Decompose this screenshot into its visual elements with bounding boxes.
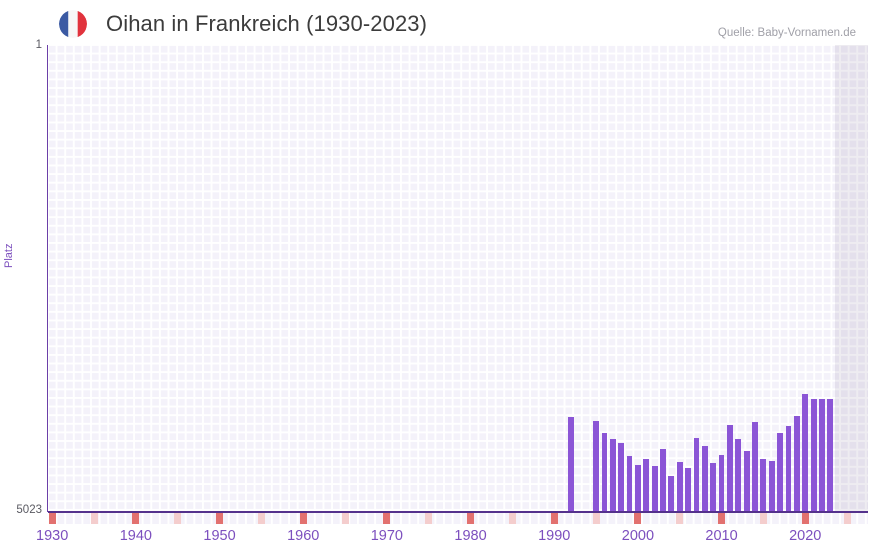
bar[interactable] xyxy=(660,448,666,512)
x-axis-label-1970: 1970 xyxy=(370,528,404,544)
bar[interactable] xyxy=(785,425,792,512)
x-axis-tick-2000 xyxy=(634,513,642,524)
x-axis-tick-1935 xyxy=(90,513,98,524)
x-axis-tick-1950 xyxy=(216,513,224,524)
y-axis-label-top: 1 xyxy=(35,39,42,51)
bar[interactable] xyxy=(710,463,717,512)
bar[interactable] xyxy=(634,465,641,512)
x-axis-tick-2025 xyxy=(843,513,851,524)
bar[interactable] xyxy=(693,437,700,512)
y-axis-title: Platz xyxy=(3,243,15,268)
bar[interactable] xyxy=(609,438,616,512)
x-axis-tick-1990 xyxy=(550,513,558,524)
bar[interactable] xyxy=(718,455,725,512)
bar[interactable] xyxy=(793,416,800,512)
bar[interactable] xyxy=(685,468,692,512)
bar[interactable] xyxy=(819,399,825,512)
bar[interactable] xyxy=(668,476,675,512)
x-axis-tick-1945 xyxy=(174,513,182,524)
x-axis-label-1980: 1980 xyxy=(454,528,487,544)
chart-title: Oihan in Frankreich (1930-2023) xyxy=(106,11,428,36)
bar[interactable] xyxy=(827,399,834,512)
bar[interactable] xyxy=(643,459,650,512)
plot-area xyxy=(48,45,868,512)
x-axis-line xyxy=(48,511,868,513)
x-axis-tick-1980 xyxy=(467,513,475,524)
x-axis-tick-1975 xyxy=(425,513,433,524)
x-axis-tick-1995 xyxy=(592,513,600,524)
france-flag-icon xyxy=(59,10,87,38)
x-axis-label-2010: 2010 xyxy=(705,528,738,544)
x-axis-tick-2020 xyxy=(801,513,809,524)
bar[interactable] xyxy=(676,462,683,512)
x-axis-label-1960: 1960 xyxy=(287,528,320,544)
tick-strip-grid xyxy=(48,513,868,524)
x-axis-tick-2005 xyxy=(676,513,684,524)
x-axis-label-1930: 1930 xyxy=(36,528,69,544)
x-axis-label-1950: 1950 xyxy=(203,528,236,544)
bar[interactable] xyxy=(768,461,775,512)
x-axis-label-2020: 2020 xyxy=(789,528,822,544)
bar[interactable] xyxy=(568,417,574,512)
bar[interactable] xyxy=(593,420,599,512)
x-axis-tick-1965 xyxy=(341,513,349,524)
bar[interactable] xyxy=(651,465,658,512)
y-axis-label-bottom: 5023 xyxy=(16,504,42,516)
bar[interactable] xyxy=(601,433,608,512)
bar[interactable] xyxy=(735,439,742,512)
source-attribution: Quelle: Baby-Vornamen.de xyxy=(717,27,856,39)
x-axis-tick-2015 xyxy=(759,513,767,524)
x-axis-tick-1970 xyxy=(383,513,391,524)
x-axis-tick-1940 xyxy=(132,513,140,524)
x-axis-tick-1930 xyxy=(48,513,56,524)
bar[interactable] xyxy=(777,432,784,512)
x-axis-label-2000: 2000 xyxy=(621,528,655,544)
bar[interactable] xyxy=(727,424,733,512)
bar[interactable] xyxy=(752,422,758,512)
chart-header: Oihan in Frankreich (1930-2023) Quelle: … xyxy=(0,0,873,45)
bar[interactable] xyxy=(743,450,750,512)
x-axis-tick-2010 xyxy=(718,513,726,524)
x-axis-tick-1985 xyxy=(508,513,516,524)
x-axis-tick-strip xyxy=(48,513,868,524)
bar[interactable] xyxy=(810,399,817,512)
x-axis-label-1940: 1940 xyxy=(119,528,152,544)
bar[interactable] xyxy=(626,456,633,512)
bar[interactable] xyxy=(618,443,625,512)
x-axis-tick-1960 xyxy=(299,513,307,524)
bar[interactable] xyxy=(701,445,708,512)
bar-series xyxy=(48,45,868,512)
bar[interactable] xyxy=(802,393,809,512)
bar[interactable] xyxy=(760,458,767,512)
x-axis-tick-1955 xyxy=(257,513,265,524)
x-axis-label-1990: 1990 xyxy=(538,528,571,544)
